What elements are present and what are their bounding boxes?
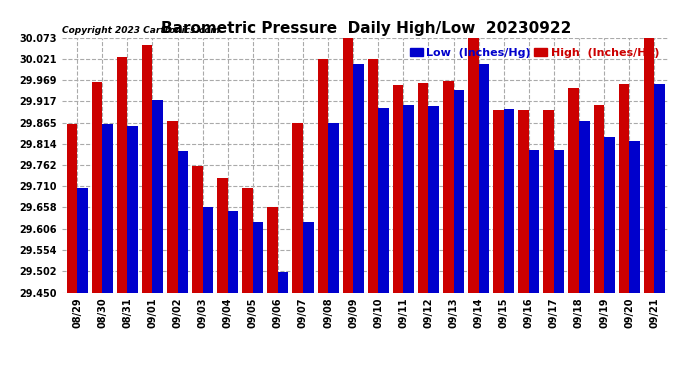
- Text: Copyright 2023 Cartronics.com: Copyright 2023 Cartronics.com: [62, 26, 220, 35]
- Bar: [468, 38, 479, 292]
- Bar: [167, 121, 177, 292]
- Bar: [117, 57, 128, 292]
- Bar: [353, 64, 364, 292]
- Bar: [569, 88, 579, 292]
- Bar: [443, 81, 453, 292]
- Bar: [518, 110, 529, 292]
- Bar: [253, 222, 264, 292]
- Bar: [267, 207, 278, 292]
- Bar: [579, 121, 589, 292]
- Bar: [493, 110, 504, 292]
- Bar: [77, 188, 88, 292]
- Bar: [192, 166, 203, 292]
- Bar: [343, 38, 353, 292]
- Title: Barometric Pressure  Daily High/Low  20230922: Barometric Pressure Daily High/Low 20230…: [161, 21, 571, 36]
- Bar: [428, 106, 439, 292]
- Bar: [152, 100, 163, 292]
- Bar: [418, 82, 428, 292]
- Bar: [228, 211, 238, 292]
- Bar: [142, 45, 152, 292]
- Bar: [203, 207, 213, 292]
- Legend: Low  (Inches/Hg), High  (Inches/Hg): Low (Inches/Hg), High (Inches/Hg): [405, 43, 664, 62]
- Bar: [654, 84, 664, 292]
- Bar: [102, 124, 112, 292]
- Bar: [303, 222, 313, 292]
- Bar: [543, 110, 554, 292]
- Bar: [453, 90, 464, 292]
- Bar: [177, 151, 188, 292]
- Bar: [368, 59, 378, 292]
- Bar: [393, 85, 404, 292]
- Bar: [644, 38, 654, 292]
- Bar: [128, 126, 138, 292]
- Bar: [629, 141, 640, 292]
- Bar: [278, 272, 288, 292]
- Bar: [378, 108, 388, 292]
- Bar: [67, 124, 77, 292]
- Bar: [404, 105, 414, 292]
- Bar: [604, 137, 615, 292]
- Bar: [479, 64, 489, 292]
- Bar: [529, 150, 540, 292]
- Bar: [593, 105, 604, 292]
- Bar: [504, 109, 514, 292]
- Bar: [619, 84, 629, 292]
- Bar: [317, 59, 328, 292]
- Bar: [293, 123, 303, 292]
- Bar: [554, 150, 564, 292]
- Bar: [217, 178, 228, 292]
- Bar: [92, 82, 102, 292]
- Bar: [328, 123, 339, 292]
- Bar: [242, 188, 253, 292]
